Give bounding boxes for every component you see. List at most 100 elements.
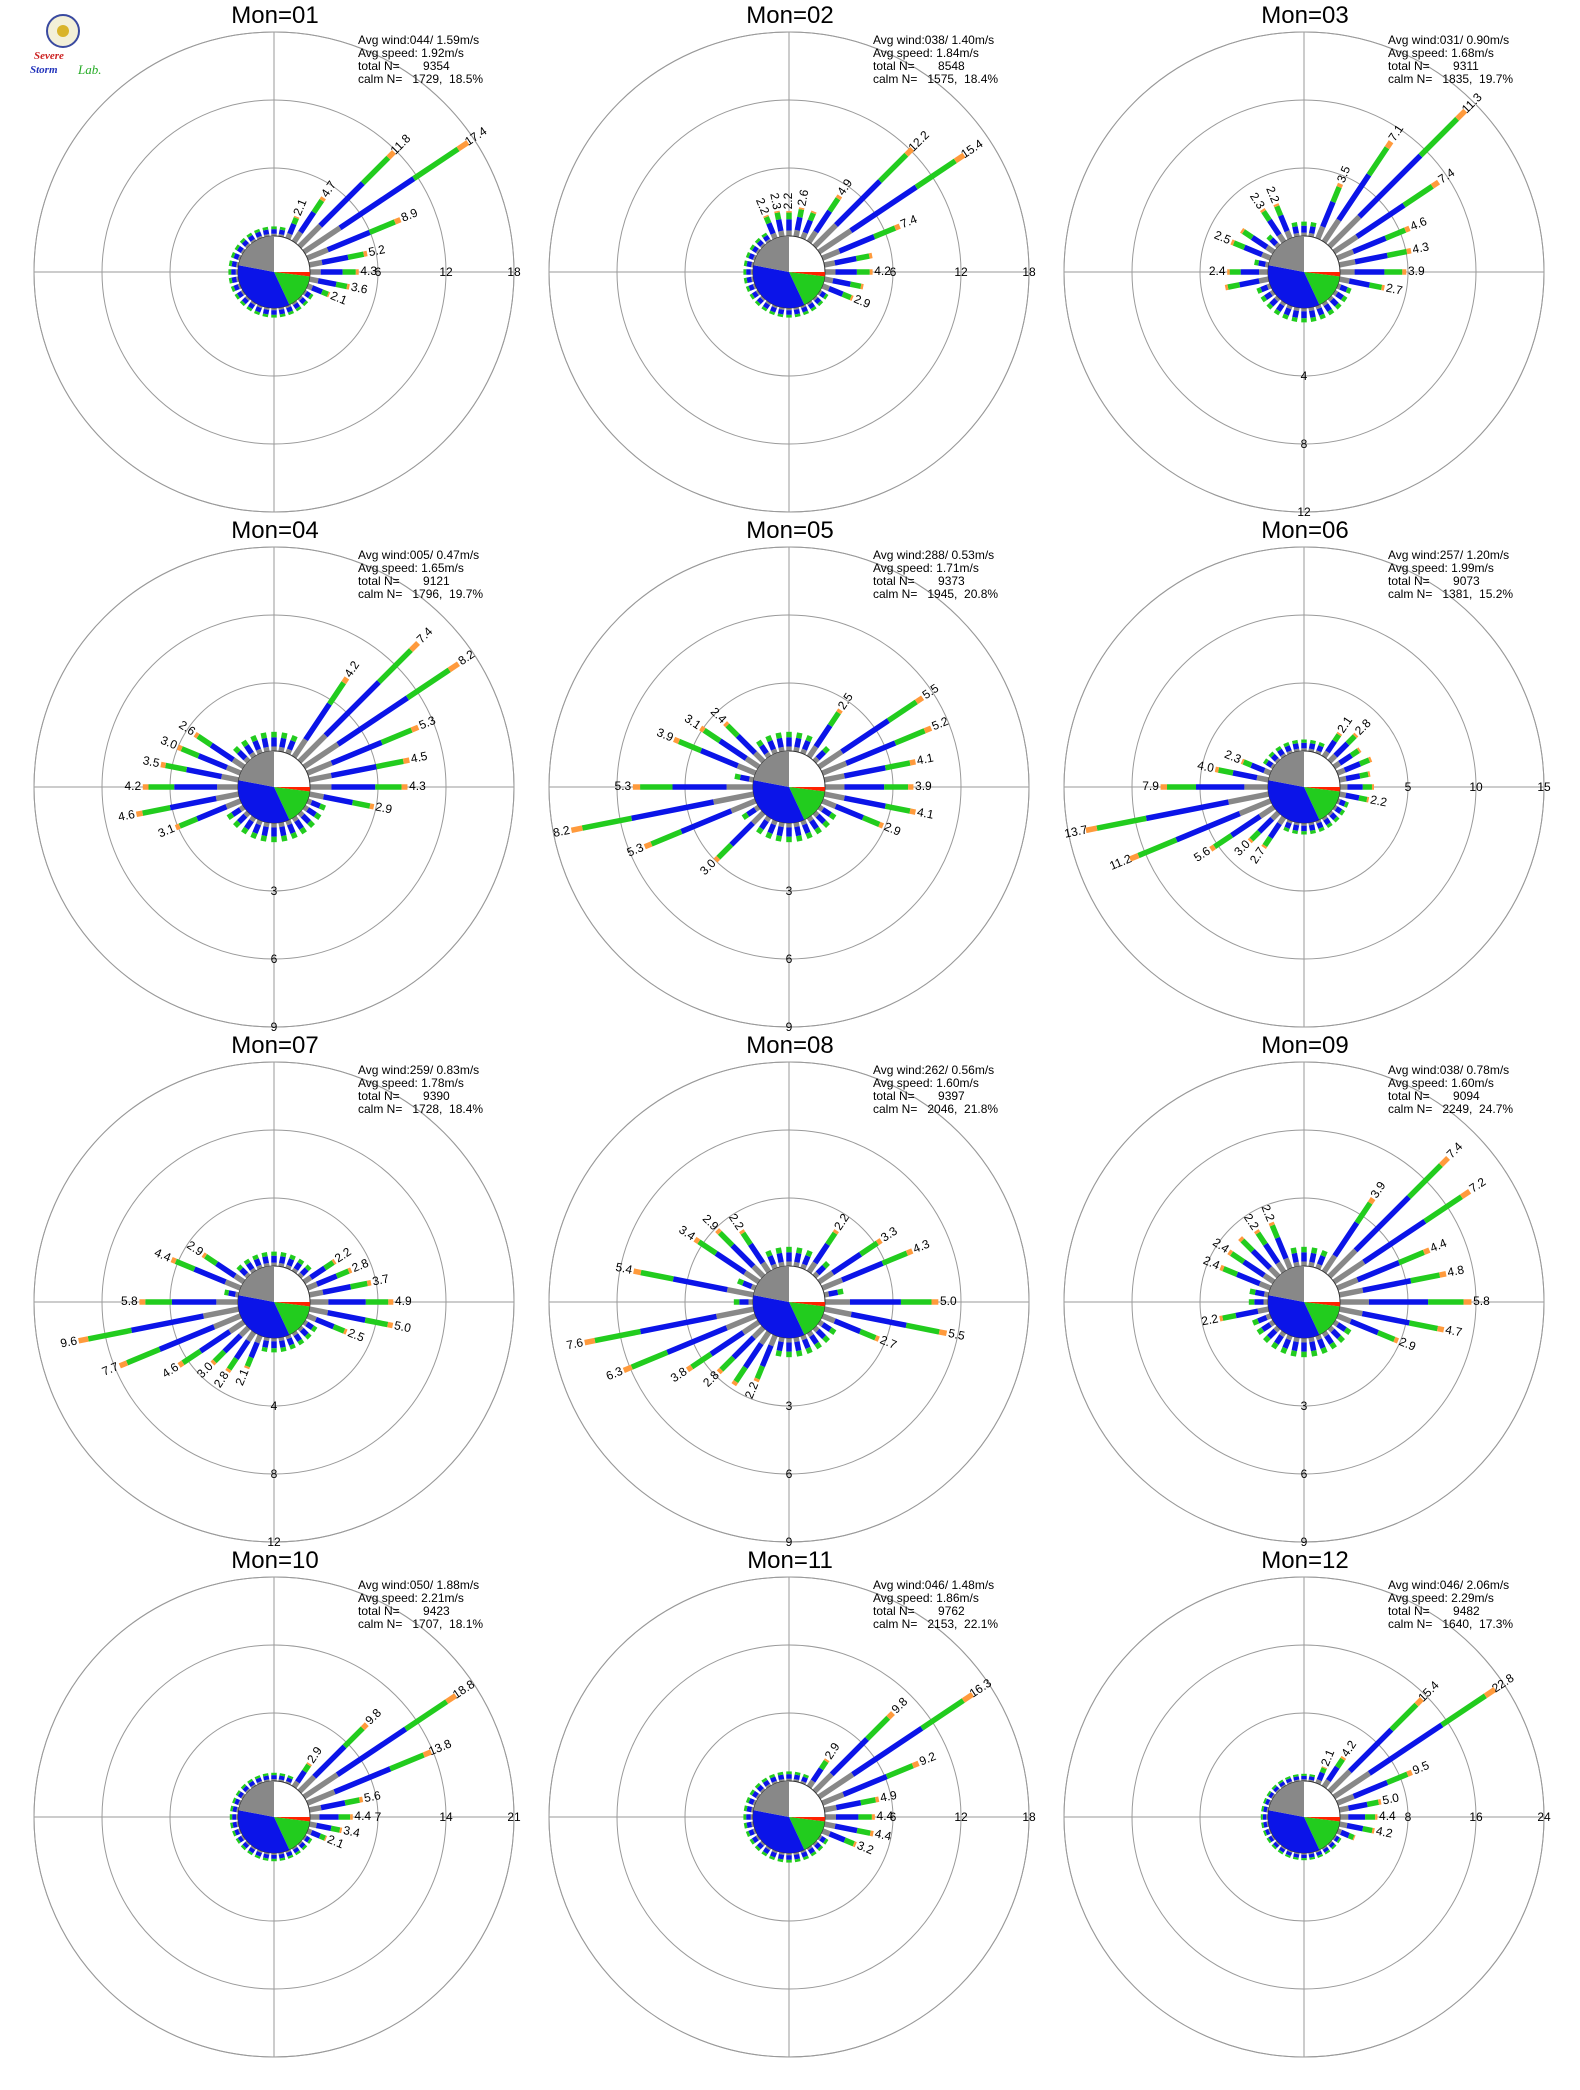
petal-segment — [1376, 1330, 1396, 1342]
petal-segment — [1085, 825, 1098, 834]
petal-segment — [1336, 1322, 1347, 1332]
petal-segment — [766, 222, 776, 235]
petal-segment — [193, 731, 200, 739]
petal-segment — [1347, 1727, 1394, 1774]
petal-segment — [278, 1256, 286, 1264]
petal-segment — [298, 1841, 306, 1849]
petal-segment — [1274, 242, 1281, 249]
petal-segment — [1332, 289, 1339, 297]
petal-segment — [802, 1855, 809, 1861]
petal-segment — [363, 250, 368, 257]
petal-segment — [748, 253, 755, 260]
petal-segment — [1240, 758, 1245, 765]
petal-segment — [1309, 829, 1316, 835]
petal-segment — [852, 1841, 857, 1848]
petal-segment — [842, 1773, 888, 1797]
petal-segment — [242, 1841, 250, 1849]
petal-segment — [810, 1851, 817, 1857]
petal-segment — [358, 1796, 364, 1803]
petal-segment — [409, 640, 421, 652]
petal-segment — [263, 746, 270, 753]
petal-segment — [1257, 1306, 1270, 1314]
petal-segment — [1368, 282, 1383, 291]
petal-segment — [851, 1725, 924, 1777]
petal-label: 2.1 — [325, 1832, 346, 1851]
petal-segment — [174, 1258, 196, 1272]
petal-label: 5.8 — [1473, 1294, 1490, 1308]
stats-line-calm: calm N= 2046, 21.8% — [873, 1102, 999, 1116]
petal-segment — [280, 835, 288, 842]
petal-segment — [256, 1264, 263, 1270]
petal-segment — [751, 245, 759, 254]
petal-segment — [818, 1759, 829, 1771]
petal-segment — [308, 1804, 322, 1813]
petal-segment — [1218, 767, 1234, 776]
petal-segment — [1336, 1277, 1359, 1291]
petal-segment — [1261, 252, 1272, 261]
petal-segment — [832, 278, 851, 287]
petal-segment — [1321, 1779, 1331, 1789]
petal-segment — [849, 295, 854, 301]
wind-rose-svg: 8 16 242.1 4.215.4 22.89.55.04.44.2 — [1063, 1576, 1551, 2058]
petal-segment — [1268, 1791, 1275, 1799]
petal-segment — [1284, 1853, 1291, 1858]
petal-segment — [1335, 1757, 1345, 1769]
petal-segment — [215, 1261, 237, 1279]
petal-segment — [1265, 1313, 1272, 1321]
petal-segment — [244, 1272, 251, 1279]
petal-segment — [815, 1264, 827, 1276]
ring-label: 8 — [1405, 1810, 1412, 1824]
petal-segment — [807, 1847, 816, 1855]
calm-pie-slice — [274, 1817, 310, 1850]
petal-segment — [246, 1262, 255, 1271]
calm-pie-slice — [274, 1302, 310, 1335]
petal-segment — [297, 1774, 317, 1794]
ring-label: 12 — [954, 1810, 968, 1824]
calm-pie-slice — [274, 787, 310, 820]
ring-label: 24 — [1537, 1810, 1551, 1824]
petal-segment — [404, 1699, 449, 1732]
petal-segment — [231, 807, 242, 817]
petal-segment — [769, 310, 776, 316]
petal-segment — [234, 1828, 241, 1836]
petal-segment — [914, 695, 925, 705]
petal-segment — [713, 791, 755, 805]
petal-segment — [1381, 284, 1385, 291]
petal-segment — [306, 807, 317, 817]
petal-segment — [263, 1336, 270, 1342]
ring-label: 4 — [271, 1399, 278, 1413]
petal-segment — [800, 1334, 808, 1341]
petal-segment — [376, 648, 413, 685]
petal-segment — [1333, 741, 1350, 758]
petal-segment — [702, 728, 722, 744]
petal-label: 3.5 — [142, 753, 161, 770]
petal-segment — [823, 773, 845, 783]
petal-segment — [823, 260, 836, 268]
petal-segment — [1209, 844, 1217, 852]
petal-label: 3.4 — [342, 1823, 361, 1840]
ring-label: 5 — [1405, 780, 1412, 794]
petal-segment — [717, 1230, 735, 1248]
stats-line-calm: calm N= 1381, 15.2% — [1388, 587, 1514, 601]
petal-segment — [822, 1261, 830, 1269]
petal-segment — [594, 1328, 642, 1344]
ring-label: 8 — [1301, 437, 1308, 451]
petal-segment — [1263, 1821, 1268, 1828]
petal-label: 2.1 — [232, 1366, 251, 1387]
petal-segment — [1285, 1850, 1293, 1857]
petal-segment — [231, 276, 238, 284]
petal-segment — [1430, 179, 1441, 189]
petal-segment — [793, 308, 801, 315]
petal-segment — [238, 804, 246, 812]
petal-segment — [748, 1798, 755, 1805]
petal-segment — [225, 764, 242, 776]
petal-segment — [745, 1830, 751, 1837]
petal-segment — [1386, 248, 1408, 259]
petal-segment — [762, 1847, 771, 1855]
petal-label: 3.9 — [1408, 264, 1425, 278]
petal-segment — [754, 300, 761, 307]
petal-segment — [289, 1254, 296, 1261]
petal-segment — [643, 841, 653, 850]
petal-segment — [1274, 1334, 1284, 1345]
